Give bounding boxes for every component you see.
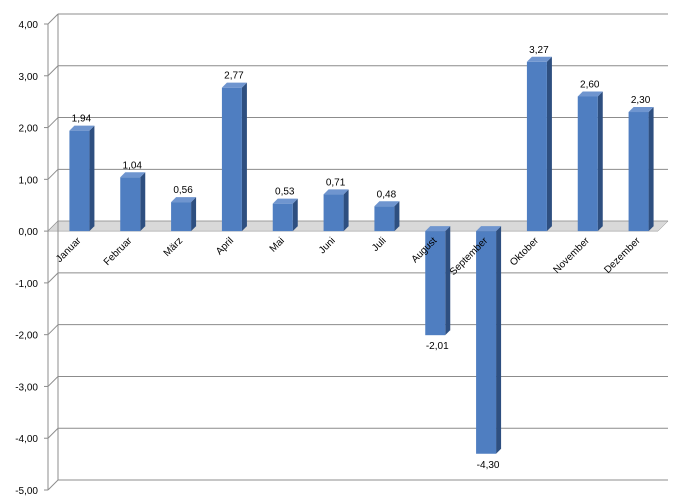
bar [69, 125, 95, 232]
data-label: 0,53 [275, 187, 295, 198]
data-label: 0,48 [377, 189, 397, 200]
bar-top [526, 56, 552, 62]
bar-side [191, 197, 197, 232]
bar-top [69, 125, 95, 131]
bar-front [526, 61, 547, 232]
bar [577, 91, 603, 232]
bar [476, 226, 502, 454]
bar-side [648, 107, 654, 232]
bar [526, 56, 552, 232]
data-label: 1,94 [72, 114, 92, 125]
bar-side [241, 82, 247, 232]
gridline-stub [47, 272, 59, 284]
bar-side [292, 198, 298, 232]
bar [323, 189, 349, 232]
data-labels: 1,94 1,04 0,56 2,77 0,53 0,71 0,48 -2,01 -4,30 3,… [72, 45, 651, 471]
bar-top [476, 226, 502, 232]
x-category-label: April [214, 235, 236, 257]
data-label: 0,56 [173, 185, 193, 196]
y-tick-label: 1,00 [19, 175, 39, 186]
gridline-stub [47, 479, 59, 491]
bar-side [445, 226, 451, 336]
bar-top [272, 198, 298, 204]
bar-front [577, 96, 598, 232]
y-axis [44, 14, 59, 491]
x-category-label: März [162, 235, 186, 259]
y-tick-label: 0,00 [19, 227, 39, 238]
data-label: 1,04 [123, 160, 143, 171]
bar-top [425, 226, 451, 232]
bar-side [546, 56, 552, 232]
bar-top [221, 82, 247, 88]
data-label: 0,71 [326, 177, 346, 188]
y-tick-label: 3,00 [19, 72, 39, 83]
bar [425, 226, 451, 336]
bar [120, 172, 146, 232]
data-label: 2,77 [224, 71, 244, 82]
bar-front [425, 231, 446, 336]
bar-side [89, 125, 95, 232]
x-category-labels: Januar Februar März April Mai Juni Juli August S… [54, 235, 643, 278]
data-label: 2,60 [580, 79, 600, 90]
data-label: -2,01 [426, 341, 449, 352]
bar-front [323, 194, 344, 232]
y-tick-label: -1,00 [15, 279, 38, 290]
gridlines [47, 13, 669, 491]
y-tick-label: 2,00 [19, 124, 39, 135]
bar-front [476, 231, 497, 454]
y-tick-label: -4,00 [15, 434, 38, 445]
gridline-stub [47, 427, 59, 439]
bar-front [374, 206, 395, 232]
data-label: -4,30 [477, 460, 500, 471]
bar-front [221, 87, 242, 232]
x-category-label: Oktober [508, 235, 541, 268]
gridline-stub [47, 376, 59, 387]
bar [272, 198, 298, 232]
bar-front [171, 202, 192, 232]
x-category-label: Februar [102, 235, 135, 268]
y-tick-label: 4,00 [19, 20, 39, 31]
bar-side [597, 91, 603, 232]
bar-front [69, 130, 90, 232]
zero-floor [47, 220, 669, 232]
y-tick-label: -3,00 [15, 382, 38, 393]
bar-top [577, 91, 603, 97]
x-category-label: Juli [370, 235, 388, 253]
bar-top [323, 189, 349, 195]
bar [628, 107, 654, 232]
bar-top [374, 201, 400, 207]
y-tick-label: -2,00 [15, 331, 38, 342]
bar-side [140, 172, 146, 232]
gridline-stub [47, 324, 59, 336]
x-category-label: Juni [317, 235, 338, 256]
gridline-stub [47, 168, 59, 180]
x-category-label: November [551, 235, 592, 276]
bar-side [496, 226, 502, 454]
bar-top [628, 107, 654, 113]
x-category-label: Mai [268, 235, 287, 254]
bar-front [120, 177, 141, 232]
data-label: 3,27 [529, 45, 549, 56]
bar [171, 197, 197, 232]
y-tick-labels: 4,00 3,00 2,00 1,00 0,00 -1,00 -2,00 -3,00 -4,00… [15, 20, 38, 497]
bars [69, 56, 654, 454]
bar-top [171, 197, 197, 203]
gridline-stub [47, 65, 59, 77]
bar-side [343, 189, 349, 232]
bar [374, 201, 400, 232]
x-category-label: Dezember [602, 235, 643, 276]
y-tick-label: -5,00 [15, 486, 38, 497]
gridline-stub [47, 13, 59, 25]
gridline-stub [47, 117, 59, 128]
bar-top [120, 172, 146, 178]
data-label: 2,30 [631, 95, 651, 106]
x-category-label: Januar [54, 235, 84, 265]
bar-side [394, 201, 400, 232]
bar-front [628, 112, 649, 232]
bar-front [272, 203, 293, 232]
bar [221, 82, 247, 232]
